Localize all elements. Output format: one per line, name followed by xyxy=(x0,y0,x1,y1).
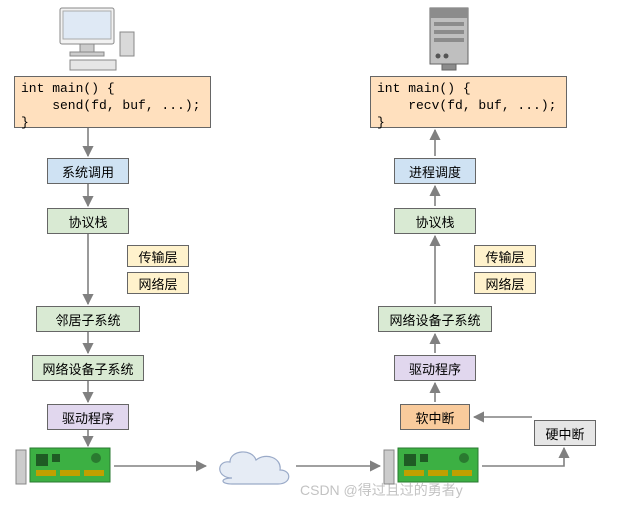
left-netdev: 网络设备子系统 xyxy=(32,355,144,381)
left-stack: 协议栈 xyxy=(47,208,129,234)
left-nic-icon xyxy=(16,448,110,484)
left-transport: 传输层 xyxy=(127,245,189,267)
right-softirq: 软中断 xyxy=(400,404,470,430)
server-icon xyxy=(430,8,468,70)
cloud-icon xyxy=(220,452,289,484)
left-driver: 驱动程序 xyxy=(47,404,129,430)
left-code-box: int main() { send(fd, buf, ...); } xyxy=(14,76,211,128)
right-hardirq: 硬中断 xyxy=(534,420,596,446)
right-transport: 传输层 xyxy=(474,245,536,267)
left-neighbor: 邻居子系统 xyxy=(36,306,140,332)
right-driver: 驱动程序 xyxy=(394,355,476,381)
left-network: 网络层 xyxy=(127,272,189,294)
right-code-box: int main() { recv(fd, buf, ...); } xyxy=(370,76,567,128)
right-sched: 进程调度 xyxy=(394,158,476,184)
right-network: 网络层 xyxy=(474,272,536,294)
desktop-icon xyxy=(60,8,134,70)
right-nic-icon xyxy=(384,448,478,484)
watermark: CSDN @得过且过的勇者y xyxy=(300,480,463,500)
nic-to-hardirq xyxy=(482,448,564,466)
right-netdev: 网络设备子系统 xyxy=(378,306,492,332)
right-stack: 协议栈 xyxy=(394,208,476,234)
left-syscall: 系统调用 xyxy=(47,158,129,184)
